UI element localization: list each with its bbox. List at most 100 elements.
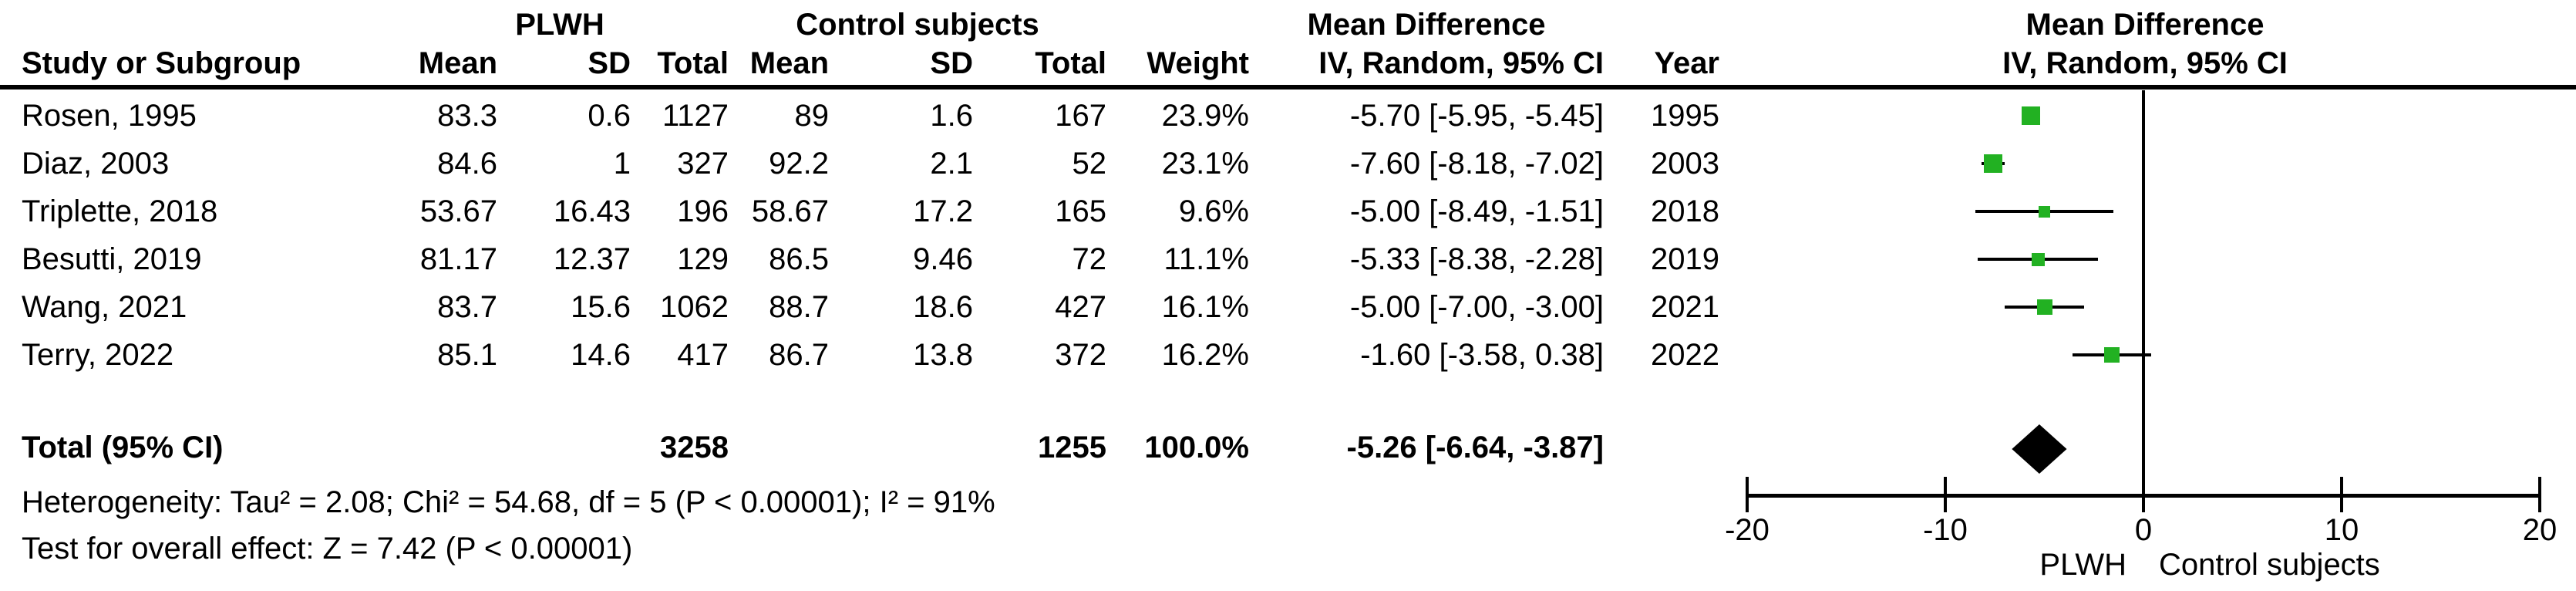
axis-right-label: Control subjects bbox=[2159, 548, 2380, 582]
table-cell: 196 bbox=[677, 194, 729, 228]
effect-square-marker bbox=[2032, 253, 2045, 266]
axis-left-label: PLWH bbox=[2039, 548, 2126, 582]
x-axis-tick-label: 0 bbox=[2134, 513, 2153, 547]
table-cell: 16.43 bbox=[553, 194, 631, 228]
x-axis-tick bbox=[1746, 477, 1749, 512]
table-cell: 2021 bbox=[1651, 290, 1719, 324]
table-cell: 86.5 bbox=[769, 242, 829, 276]
table-cell: 417 bbox=[677, 338, 729, 372]
total-row-label: Total (95% CI) bbox=[22, 431, 224, 464]
table-cell: 372 bbox=[1055, 338, 1106, 372]
table-cell: 1062 bbox=[660, 290, 729, 324]
col-header-sd-plwh: SD bbox=[588, 46, 631, 80]
table-cell: 18.6 bbox=[913, 290, 973, 324]
table-cell: -5.00 [-8.49, -1.51] bbox=[1349, 194, 1604, 228]
table-cell: 14.6 bbox=[571, 338, 631, 372]
effect-square-marker bbox=[2037, 299, 2052, 315]
col-header-year: Year bbox=[1654, 46, 1719, 80]
table-cell: 83.3 bbox=[437, 99, 497, 133]
study-name: Rosen, 1995 bbox=[22, 99, 197, 133]
col-header-sd-control: SD bbox=[930, 46, 973, 80]
total-row-plwh-total: 3258 bbox=[660, 431, 729, 464]
table-cell: 83.7 bbox=[437, 290, 497, 324]
table-cell: 9.6% bbox=[1178, 194, 1249, 228]
col-header-total-control: Total bbox=[1035, 46, 1106, 80]
x-axis-tick-label: 10 bbox=[2324, 513, 2359, 547]
col-header-mean-control: Mean bbox=[749, 46, 829, 80]
table-cell: 58.67 bbox=[751, 194, 829, 228]
study-name: Diaz, 2003 bbox=[22, 147, 170, 181]
table-cell: 2018 bbox=[1651, 194, 1719, 228]
col-header-mean-plwh: Mean bbox=[418, 46, 497, 80]
table-cell: 1995 bbox=[1651, 99, 1719, 133]
table-cell: -5.33 [-8.38, -2.28] bbox=[1349, 242, 1604, 276]
effect-square-marker bbox=[2104, 347, 2120, 363]
table-cell: 2003 bbox=[1651, 147, 1719, 181]
group-header-mean-difference-plot: Mean Difference bbox=[2025, 8, 2265, 42]
total-row-control-total: 1255 bbox=[1038, 431, 1106, 464]
table-cell: -5.00 [-7.00, -3.00] bbox=[1349, 290, 1604, 324]
table-cell: 129 bbox=[677, 242, 729, 276]
table-cell: 327 bbox=[677, 147, 729, 181]
table-cell: 1 bbox=[613, 147, 631, 181]
table-cell: 92.2 bbox=[769, 147, 829, 181]
total-row-ci: -5.26 [-6.64, -3.87] bbox=[1346, 431, 1605, 464]
table-cell: 2019 bbox=[1651, 242, 1719, 276]
table-cell: 85.1 bbox=[437, 338, 497, 372]
table-cell: 9.46 bbox=[913, 242, 973, 276]
study-name: Triplette, 2018 bbox=[22, 194, 218, 228]
table-cell: 23.9% bbox=[1161, 99, 1249, 133]
x-axis-tick bbox=[2340, 477, 2343, 512]
table-cell: 12.37 bbox=[553, 242, 631, 276]
table-cell: 23.1% bbox=[1161, 147, 1249, 181]
table-cell: 427 bbox=[1055, 290, 1106, 324]
table-cell: 17.2 bbox=[913, 194, 973, 228]
x-axis-tick-label: 20 bbox=[2522, 513, 2557, 547]
table-cell: 86.7 bbox=[769, 338, 829, 372]
col-header-ci: IV, Random, 95% CI bbox=[1318, 46, 1604, 80]
study-name: Wang, 2021 bbox=[22, 290, 187, 324]
study-name: Terry, 2022 bbox=[22, 338, 174, 372]
table-cell: 11.1% bbox=[1163, 242, 1249, 276]
table-cell: -7.60 [-8.18, -7.02] bbox=[1349, 147, 1604, 181]
table-cell: 16.2% bbox=[1161, 338, 1249, 372]
pooled-effect-diamond bbox=[2012, 424, 2067, 474]
group-header-plwh: PLWH bbox=[515, 8, 604, 42]
table-cell: 81.17 bbox=[419, 242, 497, 276]
group-header-control: Control subjects bbox=[796, 8, 1039, 42]
col-header-total-plwh: Total bbox=[657, 46, 729, 80]
x-axis-tick bbox=[2538, 477, 2541, 512]
table-cell: 72 bbox=[1072, 242, 1107, 276]
table-cell: 84.6 bbox=[437, 147, 497, 181]
table-cell: -5.70 [-5.95, -5.45] bbox=[1349, 99, 1604, 133]
x-axis-tick-label: -10 bbox=[1923, 513, 1968, 547]
col-header-study: Study or Subgroup bbox=[22, 46, 301, 80]
effect-square-marker bbox=[1984, 154, 2002, 173]
table-cell: 89 bbox=[794, 99, 830, 133]
x-axis-tick-label: -20 bbox=[1725, 513, 1770, 547]
table-cell: -1.60 [-3.58, 0.38] bbox=[1360, 338, 1604, 372]
col-header-ci-plot: IV, Random, 95% CI bbox=[2002, 46, 2288, 80]
group-header-mean-difference-table: Mean Difference bbox=[1307, 8, 1546, 42]
x-axis-tick bbox=[1944, 477, 1947, 512]
table-cell: 165 bbox=[1055, 194, 1106, 228]
x-axis-tick bbox=[2142, 477, 2145, 512]
table-cell: 1.6 bbox=[930, 99, 973, 133]
heterogeneity-text: Heterogeneity: Tau² = 2.08; Chi² = 54.68… bbox=[22, 485, 995, 519]
table-cell: 2022 bbox=[1651, 338, 1719, 372]
zero-reference-line bbox=[2142, 90, 2145, 495]
total-row-weight: 100.0% bbox=[1144, 431, 1249, 464]
effect-square-marker bbox=[2039, 206, 2050, 218]
table-cell: 0.6 bbox=[588, 99, 631, 133]
table-cell: 13.8 bbox=[913, 338, 973, 372]
table-cell: 2.1 bbox=[930, 147, 973, 181]
overall-effect-text: Test for overall effect: Z = 7.42 (P < 0… bbox=[22, 532, 633, 566]
table-cell: 88.7 bbox=[769, 290, 829, 324]
col-header-weight: Weight bbox=[1147, 46, 1249, 80]
effect-square-marker bbox=[2022, 106, 2040, 125]
table-cell: 15.6 bbox=[571, 290, 631, 324]
table-cell: 1127 bbox=[662, 99, 729, 133]
header-rule bbox=[0, 85, 2576, 89]
study-name: Besutti, 2019 bbox=[22, 242, 202, 276]
